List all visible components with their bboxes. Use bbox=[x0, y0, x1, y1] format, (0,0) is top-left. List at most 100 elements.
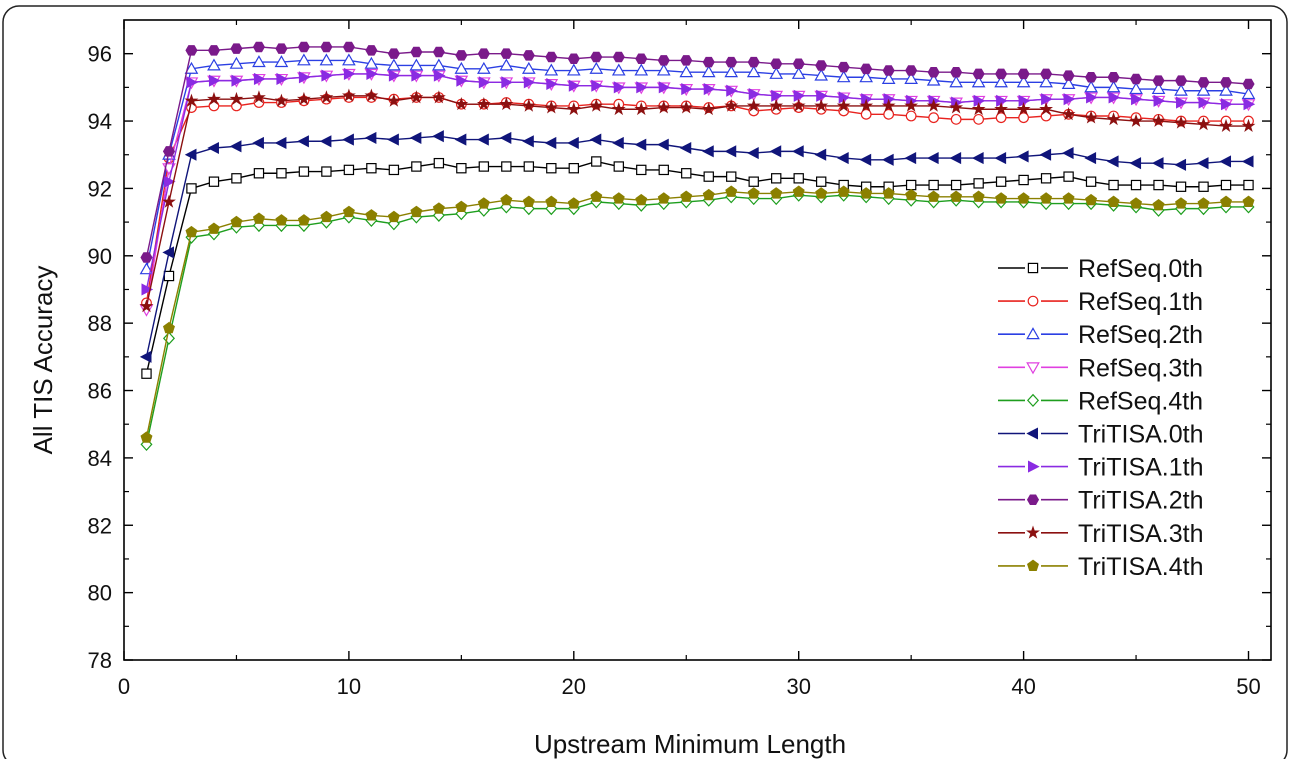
data-point bbox=[409, 131, 422, 144]
data-point bbox=[274, 55, 289, 68]
data-point bbox=[1131, 93, 1143, 106]
data-point bbox=[297, 135, 309, 148]
data-point bbox=[928, 112, 940, 124]
data-point bbox=[770, 187, 783, 199]
data-point bbox=[275, 43, 288, 54]
data-point bbox=[208, 74, 221, 87]
legend-marker bbox=[1026, 525, 1040, 539]
data-point bbox=[320, 41, 333, 53]
data-point bbox=[1018, 174, 1029, 186]
data-point bbox=[544, 100, 559, 114]
data-point bbox=[1219, 118, 1233, 132]
data-point bbox=[386, 93, 401, 107]
data-point bbox=[702, 145, 714, 158]
data-point bbox=[905, 110, 917, 122]
data-point bbox=[1040, 192, 1053, 204]
data-point bbox=[904, 71, 918, 84]
legend-marker bbox=[1027, 559, 1039, 571]
data-point bbox=[207, 45, 221, 56]
data-point bbox=[815, 187, 828, 199]
legend-item: TriTISA.2th bbox=[998, 487, 1204, 515]
data-point bbox=[881, 153, 894, 166]
legend-label: RefSeq.1th bbox=[1078, 288, 1203, 316]
data-point bbox=[410, 46, 423, 58]
data-point bbox=[1220, 179, 1232, 191]
data-point bbox=[477, 133, 489, 146]
data-point bbox=[792, 58, 805, 70]
data-point bbox=[792, 145, 804, 158]
legend-item: RefSeq.1th bbox=[998, 288, 1203, 316]
data-point bbox=[433, 69, 446, 82]
data-point bbox=[1129, 113, 1143, 127]
data-point bbox=[500, 48, 513, 59]
data-point bbox=[1039, 75, 1053, 88]
data-point bbox=[1016, 75, 1031, 88]
data-point bbox=[276, 72, 289, 86]
series-TriTISA.3th bbox=[139, 88, 1256, 313]
data-point bbox=[657, 138, 669, 151]
data-point bbox=[545, 51, 558, 63]
data-point bbox=[1061, 107, 1076, 121]
data-point bbox=[1106, 80, 1121, 93]
data-point bbox=[859, 98, 874, 112]
y-axis-label: All TIS Accuracy bbox=[28, 266, 58, 455]
data-point bbox=[1151, 157, 1164, 170]
data-point bbox=[364, 88, 379, 102]
y-tick-label: 82 bbox=[88, 513, 112, 538]
data-point bbox=[141, 283, 154, 296]
data-point bbox=[746, 98, 761, 112]
data-point bbox=[703, 171, 714, 182]
data-point bbox=[566, 102, 581, 116]
data-point bbox=[207, 58, 221, 71]
legend-marker bbox=[1026, 362, 1040, 375]
data-point bbox=[950, 190, 963, 202]
data-point bbox=[724, 145, 737, 158]
data-point bbox=[274, 93, 289, 107]
x-axis-label: Upstream Minimum Length bbox=[534, 729, 846, 759]
data-point bbox=[724, 98, 739, 112]
data-point bbox=[793, 173, 804, 184]
data-point bbox=[589, 133, 602, 146]
data-point bbox=[501, 161, 512, 172]
data-point bbox=[1017, 68, 1030, 80]
y-tick-label: 86 bbox=[88, 379, 112, 404]
data-point bbox=[1176, 96, 1188, 109]
data-point bbox=[1018, 112, 1030, 124]
data-point bbox=[433, 157, 445, 169]
data-point bbox=[409, 58, 424, 71]
data-point bbox=[1061, 76, 1076, 90]
x-tick-label: 30 bbox=[786, 674, 810, 699]
x-tick-label: 50 bbox=[1236, 674, 1260, 699]
data-point bbox=[1084, 152, 1097, 165]
data-point bbox=[1041, 93, 1053, 106]
data-point bbox=[184, 61, 199, 74]
data-point bbox=[252, 90, 266, 104]
data-point bbox=[591, 79, 603, 92]
data-point bbox=[546, 77, 558, 91]
legend-label: TriTISA.0th bbox=[1078, 421, 1204, 449]
series-TriTISA.1th bbox=[141, 67, 1256, 296]
data-point bbox=[387, 210, 400, 223]
data-point bbox=[568, 79, 581, 92]
data-point bbox=[411, 161, 422, 172]
data-point bbox=[1152, 198, 1165, 211]
series-layer bbox=[139, 41, 1256, 452]
data-point bbox=[1108, 179, 1119, 191]
data-point bbox=[611, 102, 626, 116]
data-point bbox=[1174, 115, 1188, 129]
data-point bbox=[231, 74, 244, 87]
data-point bbox=[882, 187, 895, 199]
data-point bbox=[297, 214, 310, 226]
data-point bbox=[1062, 70, 1075, 81]
data-point bbox=[1220, 195, 1233, 207]
data-point bbox=[927, 190, 940, 202]
data-point bbox=[658, 81, 671, 94]
data-point bbox=[589, 98, 604, 112]
data-point bbox=[701, 102, 716, 116]
data-point bbox=[546, 163, 557, 174]
legend-label: TriTISA.3th bbox=[1078, 520, 1204, 548]
data-point bbox=[973, 113, 985, 125]
data-point bbox=[523, 76, 536, 89]
data-point bbox=[297, 53, 311, 66]
data-point bbox=[343, 164, 355, 176]
